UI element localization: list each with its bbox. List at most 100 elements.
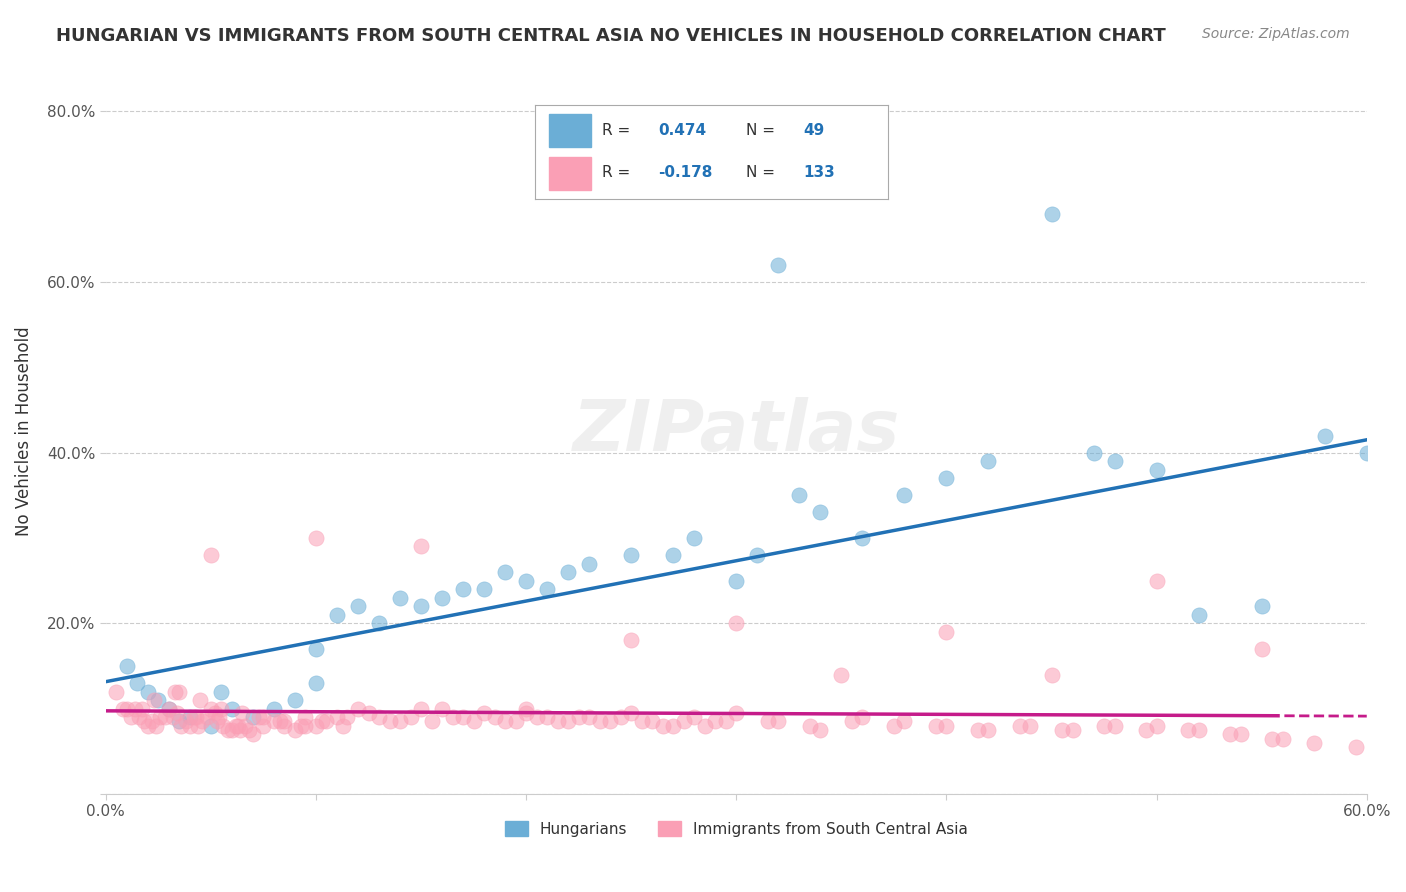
Point	[620, 548, 643, 562]
Point	[1346, 740, 1368, 755]
Point	[347, 701, 370, 715]
Point	[1092, 719, 1115, 733]
Point	[399, 710, 422, 724]
Point	[1250, 599, 1272, 614]
Point	[1062, 723, 1084, 737]
Point	[409, 701, 432, 715]
Text: HUNGARIAN VS IMMIGRANTS FROM SOUTH CENTRAL ASIA NO VEHICLES IN HOUSEHOLD CORRELA: HUNGARIAN VS IMMIGRANTS FROM SOUTH CENTR…	[56, 27, 1166, 45]
Point	[662, 719, 685, 733]
Point	[662, 548, 685, 562]
Point	[799, 719, 821, 733]
Point	[1313, 428, 1336, 442]
Point	[515, 706, 537, 720]
Point	[229, 723, 252, 737]
Point	[547, 714, 569, 729]
Point	[683, 710, 706, 724]
Point	[841, 714, 863, 729]
Point	[1229, 727, 1251, 741]
Point	[578, 557, 600, 571]
Point	[200, 701, 222, 715]
Point	[217, 723, 239, 737]
Point	[725, 706, 748, 720]
Point	[187, 719, 209, 733]
Point	[1040, 206, 1063, 220]
Point	[599, 714, 621, 729]
Point	[273, 719, 295, 733]
Point	[179, 710, 201, 724]
Point	[1146, 719, 1168, 733]
Point	[389, 714, 412, 729]
Point	[190, 693, 212, 707]
Point	[225, 719, 247, 733]
Point	[305, 719, 328, 733]
Point	[505, 714, 527, 729]
Point	[124, 701, 146, 715]
Point	[494, 714, 516, 729]
Point	[174, 714, 197, 729]
Point	[409, 599, 432, 614]
Point	[128, 710, 150, 724]
Point	[472, 582, 495, 597]
Point	[830, 667, 852, 681]
Point	[557, 714, 579, 729]
Point	[893, 714, 915, 729]
Point	[789, 488, 811, 502]
Point	[132, 714, 155, 729]
Point	[157, 701, 180, 715]
Point	[315, 714, 337, 729]
Point	[1104, 454, 1126, 468]
Y-axis label: No Vehicles in Household: No Vehicles in Household	[15, 326, 32, 536]
Point	[368, 710, 391, 724]
Point	[105, 684, 128, 698]
Point	[294, 710, 316, 724]
Point	[768, 258, 790, 272]
Point	[191, 714, 214, 729]
Point	[630, 714, 652, 729]
Point	[247, 710, 270, 724]
Point	[294, 719, 316, 733]
Point	[620, 633, 643, 648]
Point	[221, 701, 243, 715]
Point	[925, 719, 948, 733]
Point	[620, 706, 643, 720]
Point	[127, 676, 149, 690]
Point	[451, 710, 474, 724]
Point	[725, 616, 748, 631]
Point	[148, 693, 170, 707]
Point	[1261, 731, 1284, 746]
Point	[472, 706, 495, 720]
Point	[651, 719, 673, 733]
Point	[136, 719, 159, 733]
Point	[935, 624, 957, 639]
Point	[683, 531, 706, 545]
Point	[725, 574, 748, 588]
Point	[111, 701, 134, 715]
Point	[1303, 736, 1326, 750]
Point	[1271, 731, 1294, 746]
Point	[441, 710, 464, 724]
Legend: Hungarians, Immigrants from South Central Asia: Hungarians, Immigrants from South Centra…	[498, 814, 976, 845]
Point	[641, 714, 664, 729]
Point	[136, 684, 159, 698]
Point	[851, 531, 873, 545]
Point	[204, 706, 226, 720]
Point	[208, 710, 231, 724]
Point	[269, 714, 291, 729]
Point	[368, 616, 391, 631]
Point	[568, 710, 591, 724]
Point	[420, 714, 443, 729]
Point	[693, 719, 716, 733]
Point	[1250, 641, 1272, 656]
Point	[252, 710, 274, 724]
Point	[115, 701, 138, 715]
Point	[115, 659, 138, 673]
Point	[165, 684, 187, 698]
Point	[756, 714, 779, 729]
Point	[1188, 607, 1211, 622]
Point	[484, 710, 506, 724]
Point	[536, 582, 558, 597]
Point	[1040, 667, 1063, 681]
Point	[205, 714, 228, 729]
Point	[714, 714, 737, 729]
Point	[169, 684, 191, 698]
